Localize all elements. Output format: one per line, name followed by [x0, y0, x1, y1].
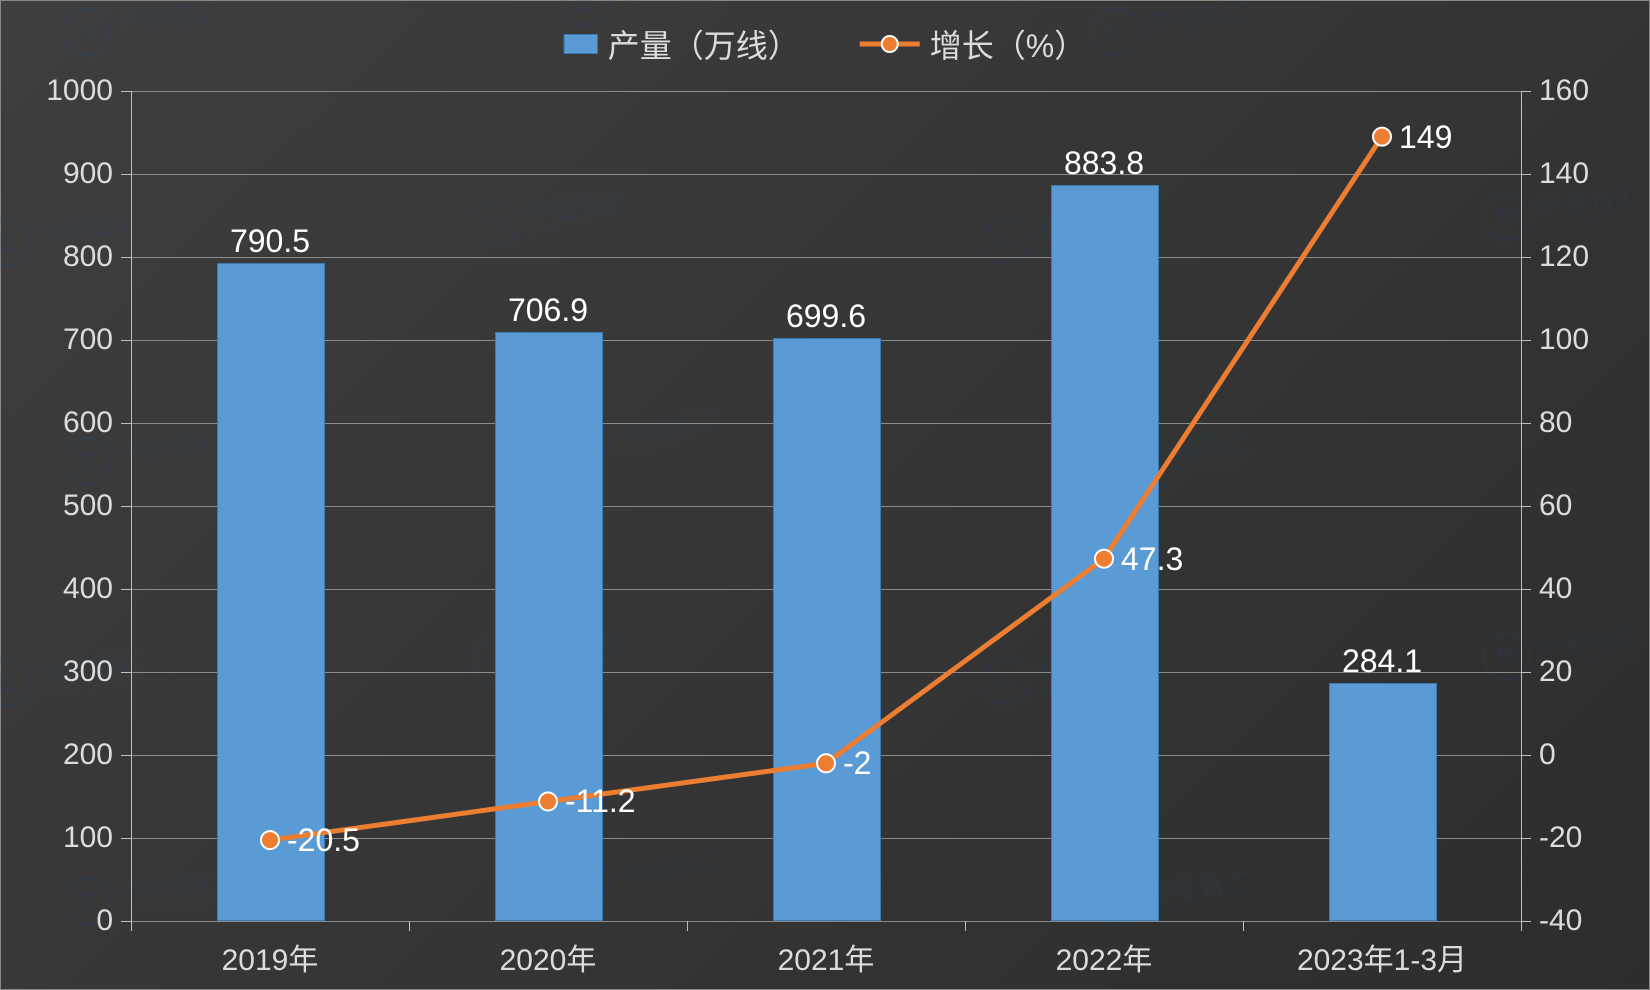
y-tick-mark: [121, 506, 131, 507]
y2-tick-mark: [1521, 174, 1531, 175]
legend-bar-label: 产量（万线）: [608, 21, 800, 67]
y-tick-mark: [121, 755, 131, 756]
y-right-tick-label: 60: [1539, 489, 1572, 523]
y-tick-mark: [121, 921, 131, 922]
x-tick-mark: [409, 921, 410, 931]
line-marker: [261, 831, 279, 849]
y2-tick-mark: [1521, 838, 1531, 839]
y2-tick-mark: [1521, 257, 1531, 258]
y-tick-mark: [121, 340, 131, 341]
y-left-tick-label: 500: [63, 489, 113, 523]
legend: 产量（万线） 增长（%）: [564, 21, 1086, 67]
x-tick-mark: [687, 921, 688, 931]
y-left-tick-label: 800: [63, 240, 113, 274]
y-right-tick-label: 80: [1539, 406, 1572, 440]
y-right-tick-label: 140: [1539, 157, 1589, 191]
y-left-tick-label: 400: [63, 572, 113, 606]
y2-tick-mark: [1521, 589, 1531, 590]
x-tick-label: 2021年: [706, 935, 946, 979]
x-tick-mark: [1521, 921, 1522, 931]
y-right-tick-label: 40: [1539, 572, 1572, 606]
line-value-label: 47.3: [1121, 541, 1183, 578]
y-tick-mark: [121, 838, 131, 839]
y-tick-mark: [121, 174, 131, 175]
y2-tick-mark: [1521, 423, 1531, 424]
y-left-tick-label: 1000: [46, 74, 113, 108]
line-value-label: -11.2: [565, 783, 636, 820]
y-tick-mark: [121, 91, 131, 92]
watermark: B 中经百汇 ZHONGJING BAIHUI: [59, 0, 225, 59]
combo-chart: B 中经百汇 ZHONGJING BAIHUI B 中经百汇 ZHONGJING…: [0, 0, 1650, 990]
y-right-tick-label: 160: [1539, 74, 1589, 108]
y-left-tick-label: 100: [63, 821, 113, 855]
y2-tick-mark: [1521, 755, 1531, 756]
grid-line: [131, 921, 1521, 922]
line-marker: [1373, 128, 1391, 146]
legend-swatch-bar: [564, 34, 598, 54]
y-left-tick-label: 700: [63, 323, 113, 357]
y-tick-mark: [121, 672, 131, 673]
line-value-label: 149: [1399, 119, 1452, 156]
line-value-label: -2: [843, 745, 871, 782]
y2-tick-mark: [1521, 340, 1531, 341]
y-tick-mark: [121, 589, 131, 590]
x-tick-label: 2019年: [150, 935, 390, 979]
line-marker: [1095, 550, 1113, 568]
y2-tick-mark: [1521, 91, 1531, 92]
y-right-tick-label: 100: [1539, 323, 1589, 357]
y-tick-mark: [121, 423, 131, 424]
y-left-tick-label: 900: [63, 157, 113, 191]
y-left-tick-label: 300: [63, 655, 113, 689]
line-series: [131, 91, 1521, 921]
legend-line-label: 增长（%）: [930, 21, 1086, 67]
x-tick-mark: [131, 921, 132, 931]
y-left-tick-label: 600: [63, 406, 113, 440]
plot-area: 01002003004005006007008009001000-40-2002…: [131, 91, 1521, 921]
watermark: B 中经百汇 ZHONGJING BAIHUI: [1089, 0, 1255, 59]
y-right-tick-label: -20: [1539, 821, 1582, 855]
legend-swatch-line: [860, 34, 920, 54]
x-tick-label: 2022年: [984, 935, 1224, 979]
legend-item-bar: 产量（万线）: [564, 21, 800, 67]
y-left-tick-label: 200: [63, 738, 113, 772]
y2-tick-mark: [1521, 921, 1531, 922]
line-marker: [817, 754, 835, 772]
line-value-label: -20.5: [287, 822, 360, 859]
y-tick-mark: [121, 257, 131, 258]
y-left-tick-label: 0: [96, 904, 113, 938]
y2-tick-mark: [1521, 506, 1531, 507]
legend-item-line: 增长（%）: [860, 21, 1086, 67]
y-right-tick-label: 20: [1539, 655, 1572, 689]
x-tick-mark: [1243, 921, 1244, 931]
y-right-axis: [1521, 91, 1522, 921]
y2-tick-mark: [1521, 672, 1531, 673]
x-tick-label: 2020年: [428, 935, 668, 979]
line-marker: [539, 792, 557, 810]
y-right-tick-label: 120: [1539, 240, 1589, 274]
x-tick-mark: [965, 921, 966, 931]
y-right-tick-label: -40: [1539, 904, 1582, 938]
y-right-tick-label: 0: [1539, 738, 1556, 772]
x-tick-label: 2023年1-3月: [1262, 935, 1502, 979]
